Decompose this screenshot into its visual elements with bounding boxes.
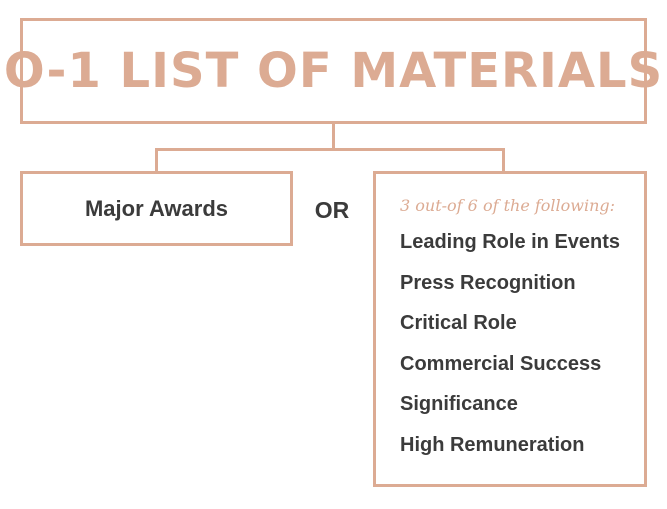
connector-line-horizontal: [155, 148, 505, 151]
major-awards-box: Major Awards: [20, 171, 293, 246]
criteria-intro: 3 out-of 6 of the following:: [400, 196, 616, 215]
criteria-item: Press Recognition: [400, 271, 576, 294]
diagram-title: O-1 LIST OF MATERIALS: [3, 43, 664, 99]
connector-line-vertical-top: [332, 124, 335, 149]
or-label: OR: [314, 197, 350, 223]
connector-line-left-drop: [155, 148, 158, 172]
connector-line-right-drop: [502, 148, 505, 172]
criteria-box: 3 out-of 6 of the following: Leading Rol…: [373, 171, 647, 487]
major-awards-label: Major Awards: [84, 195, 229, 221]
criteria-item: Leading Role in Events: [400, 231, 621, 253]
criteria-item: Critical Role: [400, 312, 517, 335]
criteria-item: Significance: [400, 393, 518, 416]
criteria-item: Commercial Success: [400, 352, 602, 375]
criteria-list: Leading Role in Events Press Recognition…: [400, 229, 644, 473]
title-box: O-1 LIST OF MATERIALS: [4, 18, 662, 124]
criteria-item: High Remuneration: [400, 433, 585, 456]
